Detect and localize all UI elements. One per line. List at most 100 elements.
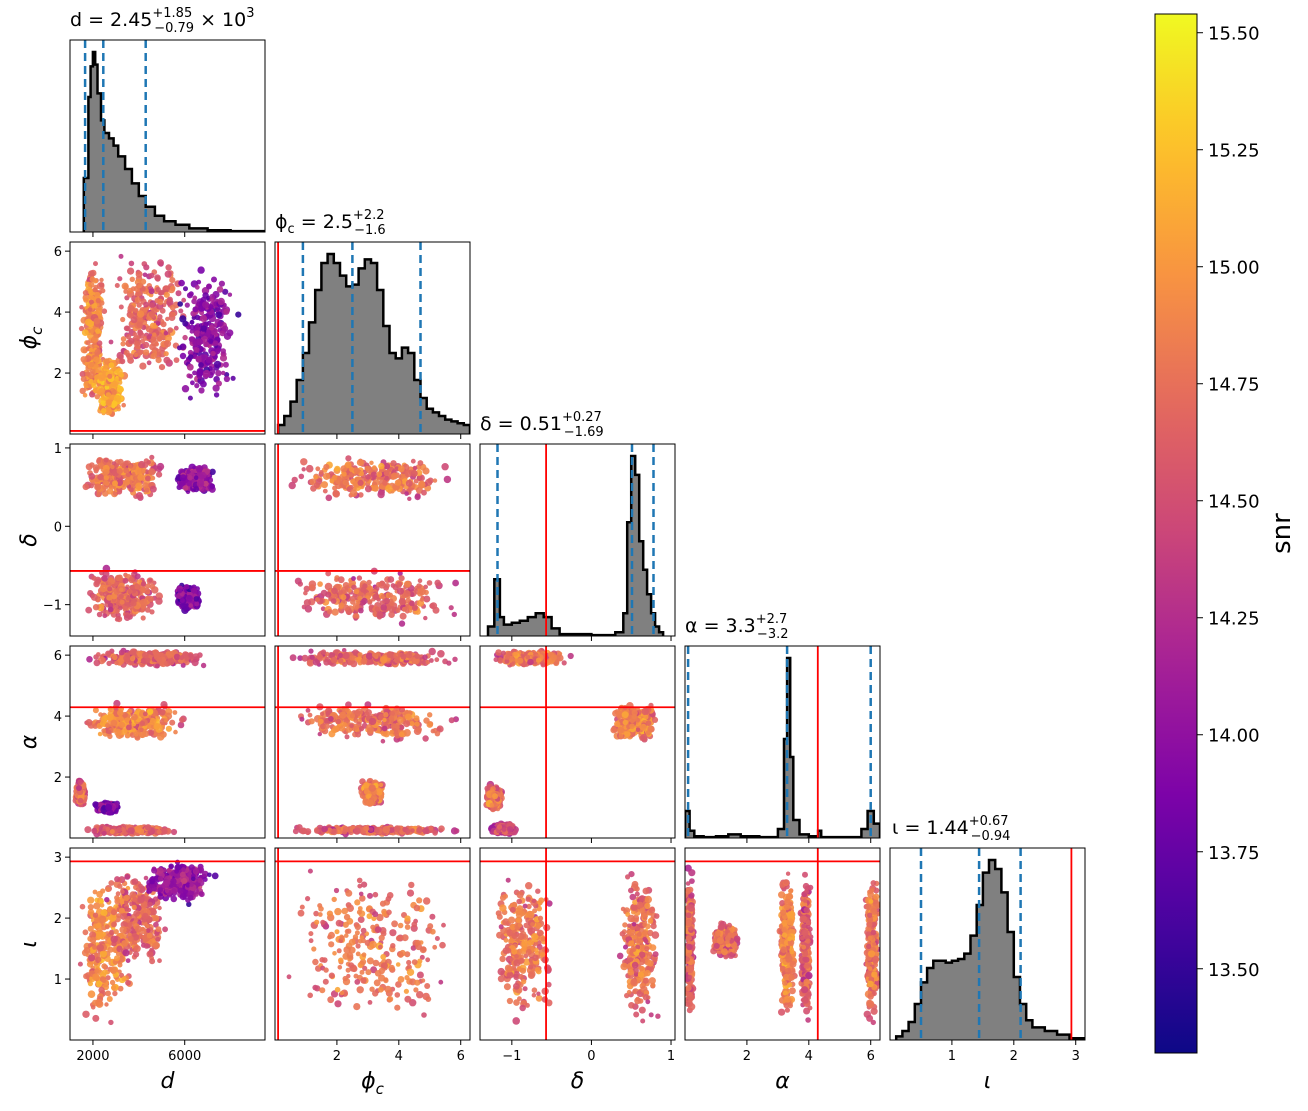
scatter-point xyxy=(215,311,222,318)
scatter-point xyxy=(200,381,207,388)
scatter-point xyxy=(140,721,145,726)
scatter-point xyxy=(83,393,88,398)
scatter-point xyxy=(140,599,147,606)
scatter-point xyxy=(167,868,171,872)
scatter-point xyxy=(108,880,114,886)
scatter-point xyxy=(384,470,390,476)
scatter-point xyxy=(186,595,193,602)
scatter-point xyxy=(404,590,411,597)
scatter-point xyxy=(221,348,226,353)
scatter-point xyxy=(179,717,185,723)
scatter-point xyxy=(223,309,229,315)
scatter-point xyxy=(98,374,105,381)
scatter-point xyxy=(114,876,120,882)
scatter-point xyxy=(102,970,108,976)
scatter-point xyxy=(422,654,428,660)
scatter-point xyxy=(189,603,194,608)
scatter-point xyxy=(167,653,173,659)
scatter-point xyxy=(303,591,308,596)
scatter-point xyxy=(164,718,168,722)
scatter-point xyxy=(95,328,101,334)
scatter-point xyxy=(330,479,335,484)
scatter-point xyxy=(165,271,172,278)
scatter-point xyxy=(356,600,361,605)
scatter-point xyxy=(214,361,221,368)
scatter-point xyxy=(215,370,221,376)
scatter-point xyxy=(114,955,120,961)
scatter-point xyxy=(157,733,164,740)
scatter-point xyxy=(100,888,105,893)
scatter-point xyxy=(194,383,199,388)
scatter-point xyxy=(90,276,96,282)
scatter-point xyxy=(192,306,198,312)
scatter-point xyxy=(130,656,135,661)
scatter-point xyxy=(159,290,165,296)
scatter-point xyxy=(86,719,93,726)
scatter-point xyxy=(81,356,87,362)
scatter-point xyxy=(295,578,302,585)
scatter-point xyxy=(358,480,364,486)
scatter-point xyxy=(213,385,220,392)
scatter-point xyxy=(157,830,162,835)
scatter-point xyxy=(327,609,332,614)
scatter-point xyxy=(147,360,152,365)
scatter-point xyxy=(126,653,131,658)
scatter-point xyxy=(126,958,131,963)
scatter-point xyxy=(156,472,162,478)
scatter-point xyxy=(407,497,411,501)
scatter-point xyxy=(87,897,94,904)
scatter-point xyxy=(141,615,146,620)
scatter-point xyxy=(95,999,103,1007)
scatter-point xyxy=(314,482,320,488)
scatter-point xyxy=(376,471,382,477)
scatter-point xyxy=(354,589,360,595)
scatter-point xyxy=(167,658,174,665)
scatter-point xyxy=(305,605,312,612)
scatter-point xyxy=(158,876,163,881)
scatter-point xyxy=(83,484,90,491)
scatter-point xyxy=(137,283,142,288)
scatter-point xyxy=(173,710,178,715)
scatter-point xyxy=(98,712,103,717)
scatter-point xyxy=(83,297,88,302)
scatter-point xyxy=(121,403,126,408)
scatter-point xyxy=(372,465,377,470)
scatter-point xyxy=(172,888,177,893)
scatter-point xyxy=(107,734,112,739)
scatter-point xyxy=(143,349,149,355)
scatter-point xyxy=(387,652,393,658)
scatter-point xyxy=(143,264,149,270)
scatter-point xyxy=(98,732,103,737)
scatter-point xyxy=(112,480,118,486)
scatter-point xyxy=(121,940,128,947)
scatter-point xyxy=(151,886,157,892)
scatter-point xyxy=(151,867,157,873)
scatter-point xyxy=(434,657,439,662)
scatter-point xyxy=(107,488,114,495)
scatter-point xyxy=(188,895,194,901)
scatter-point xyxy=(165,889,170,894)
scatter-point xyxy=(345,461,352,468)
scatter-point xyxy=(304,599,311,606)
scatter-point xyxy=(106,399,112,405)
scatter-point xyxy=(107,587,112,592)
scatter-point xyxy=(126,334,131,339)
scatter-point xyxy=(137,330,143,336)
scatter-point xyxy=(165,264,171,270)
scatter-point xyxy=(200,325,207,332)
scatter-point xyxy=(97,474,104,481)
scatter-point xyxy=(156,321,161,326)
scatter-point xyxy=(380,604,387,611)
scatter-point xyxy=(191,877,196,882)
scatter-point xyxy=(111,401,117,407)
scatter-point xyxy=(105,924,110,929)
scatter-point xyxy=(404,491,409,496)
scatter-point xyxy=(122,977,127,982)
scatter-point xyxy=(149,288,155,294)
scatter-point xyxy=(204,342,209,347)
scatter-point xyxy=(429,658,434,663)
scatter-point xyxy=(399,575,405,581)
scatter-point xyxy=(315,466,320,471)
